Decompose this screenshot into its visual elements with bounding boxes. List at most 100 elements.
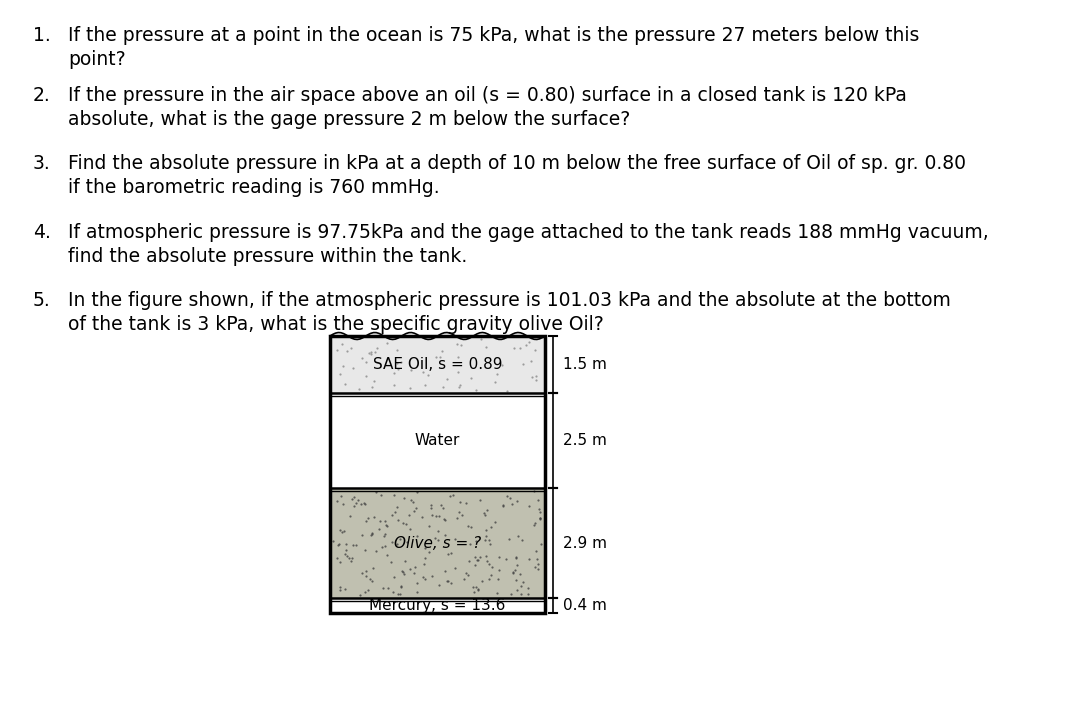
Point bbox=[462, 538, 479, 550]
Point bbox=[513, 588, 530, 600]
Point bbox=[353, 499, 370, 510]
Point bbox=[447, 533, 464, 544]
Point bbox=[386, 506, 404, 518]
Text: 4.: 4. bbox=[33, 223, 51, 242]
Point bbox=[359, 512, 377, 523]
Point bbox=[390, 515, 407, 526]
Point bbox=[401, 563, 419, 575]
Point bbox=[442, 578, 460, 590]
Point bbox=[394, 566, 411, 578]
Point bbox=[330, 538, 347, 550]
Point bbox=[332, 556, 350, 568]
Point bbox=[439, 373, 456, 385]
Point bbox=[409, 577, 426, 589]
Point bbox=[511, 343, 529, 354]
Point bbox=[478, 531, 495, 542]
Point bbox=[378, 519, 395, 531]
Point bbox=[477, 341, 494, 353]
Point bbox=[432, 351, 449, 363]
Point bbox=[532, 513, 549, 524]
Point bbox=[478, 555, 495, 567]
Point bbox=[390, 588, 407, 600]
Point bbox=[393, 356, 410, 368]
Point bbox=[393, 565, 410, 576]
Point bbox=[481, 538, 498, 550]
Text: If the pressure at a point in the ocean is 75 kPa, what is the pressure 27 meter: If the pressure at a point in the ocean … bbox=[68, 26, 919, 45]
Point bbox=[531, 506, 548, 518]
Text: point?: point? bbox=[68, 50, 125, 69]
Point bbox=[449, 513, 466, 524]
Point bbox=[477, 550, 494, 562]
Point bbox=[515, 358, 532, 370]
Point bbox=[469, 584, 487, 596]
Bar bbox=[330, 336, 545, 613]
Point bbox=[388, 501, 406, 513]
Point bbox=[414, 366, 432, 378]
Point bbox=[342, 510, 359, 521]
Bar bbox=[330, 336, 545, 393]
Point bbox=[467, 581, 484, 592]
Point bbox=[509, 531, 527, 542]
Point bbox=[396, 555, 413, 567]
Point bbox=[401, 382, 419, 393]
Point bbox=[357, 515, 374, 527]
Point bbox=[465, 586, 482, 597]
Point bbox=[511, 568, 529, 579]
Point bbox=[337, 548, 354, 560]
Point bbox=[353, 529, 370, 541]
Text: find the absolute pressure within the tank.: find the absolute pressure within the ta… bbox=[68, 247, 467, 266]
Point bbox=[507, 551, 524, 563]
Point bbox=[331, 369, 349, 380]
Point bbox=[469, 584, 487, 595]
Point bbox=[423, 510, 440, 521]
Point bbox=[520, 552, 537, 564]
Point bbox=[520, 582, 537, 593]
Point bbox=[332, 490, 350, 502]
Point bbox=[345, 362, 363, 374]
Point bbox=[416, 552, 434, 564]
Point bbox=[385, 379, 402, 391]
Point bbox=[331, 524, 349, 536]
Point bbox=[388, 344, 406, 356]
Text: If the pressure in the air space above an oil (s = 0.80) surface in a closed tan: If the pressure in the air space above a… bbox=[68, 86, 906, 105]
Point bbox=[356, 498, 373, 510]
Point bbox=[366, 375, 383, 387]
Point bbox=[507, 552, 524, 564]
Point bbox=[502, 492, 519, 504]
Point bbox=[436, 529, 453, 541]
Point bbox=[505, 567, 522, 579]
Point bbox=[429, 526, 447, 537]
Point bbox=[463, 521, 480, 533]
Point bbox=[344, 493, 361, 505]
Text: 2.9 m: 2.9 m bbox=[563, 536, 607, 550]
Point bbox=[377, 515, 394, 527]
Point bbox=[402, 494, 420, 506]
Point bbox=[409, 586, 426, 597]
Point bbox=[345, 492, 363, 503]
Point bbox=[357, 370, 374, 382]
Point bbox=[408, 502, 425, 514]
Point bbox=[427, 510, 445, 521]
Point bbox=[530, 504, 547, 515]
Point bbox=[504, 566, 521, 578]
Point bbox=[506, 565, 523, 576]
Point bbox=[374, 582, 392, 594]
Point bbox=[476, 534, 493, 546]
Point bbox=[367, 544, 384, 556]
Point bbox=[467, 384, 484, 396]
Point bbox=[527, 518, 544, 529]
Point bbox=[434, 381, 451, 393]
Point bbox=[451, 506, 468, 518]
Point bbox=[363, 346, 380, 358]
Point bbox=[422, 502, 439, 514]
Text: 3.: 3. bbox=[33, 154, 51, 173]
Point bbox=[345, 500, 363, 512]
Point bbox=[450, 367, 467, 378]
Bar bbox=[330, 393, 545, 488]
Point bbox=[390, 364, 407, 375]
Point bbox=[357, 566, 374, 577]
Text: absolute, what is the gage pressure 2 m below the surface?: absolute, what is the gage pressure 2 m … bbox=[68, 110, 630, 129]
Point bbox=[369, 342, 386, 354]
Point bbox=[529, 552, 546, 564]
Point bbox=[337, 544, 354, 555]
